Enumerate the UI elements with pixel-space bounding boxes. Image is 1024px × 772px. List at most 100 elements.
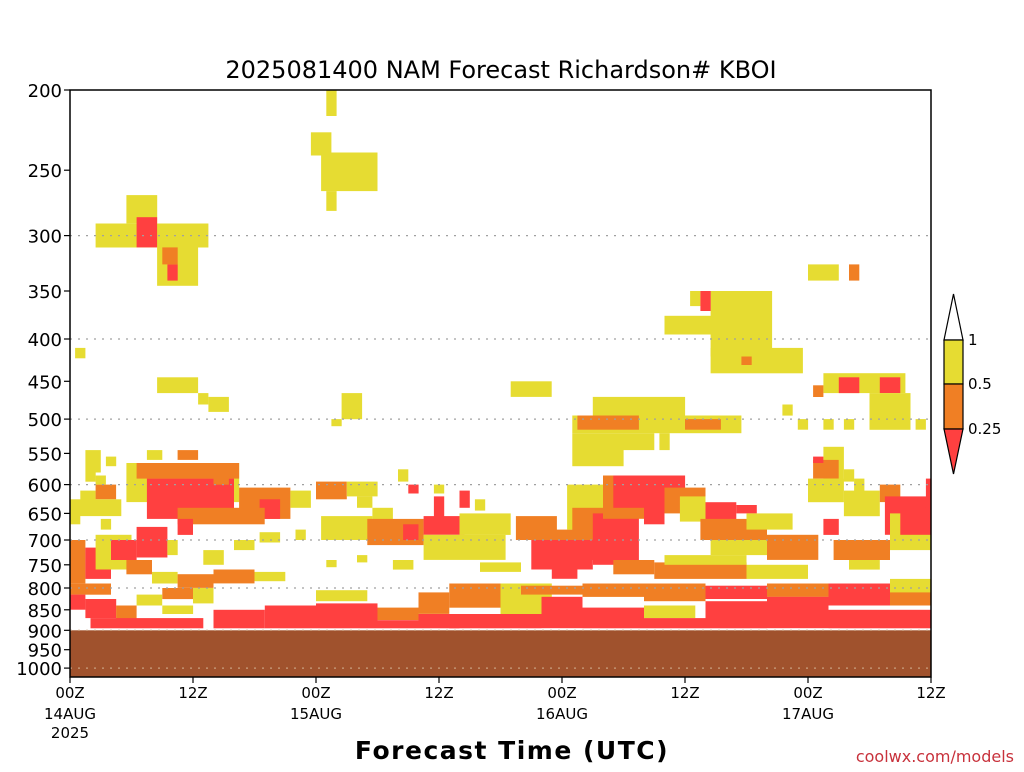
heatmap-cell xyxy=(80,490,96,503)
heatmap-cell xyxy=(90,618,152,629)
x-tick-label: 12Z xyxy=(178,684,207,702)
heatmap-cell xyxy=(254,571,286,582)
heatmap-cell xyxy=(213,609,265,629)
heatmap-cell xyxy=(162,247,178,265)
heatmap-cell xyxy=(136,526,168,558)
colorbar-label: 1 xyxy=(968,331,978,349)
heatmap-cell xyxy=(331,419,342,427)
x-tick-label: 12Z xyxy=(916,684,945,702)
x-tick-year: 2025 xyxy=(51,724,89,742)
heatmap-cell xyxy=(767,534,819,560)
heatmap-cell xyxy=(854,478,865,494)
heatmap-cell xyxy=(746,513,793,530)
plot-frame xyxy=(69,89,932,678)
colorbar-top-triangle xyxy=(943,293,964,341)
heatmap-cell xyxy=(259,532,281,543)
heatmap-cell xyxy=(664,315,716,335)
heatmap-cell xyxy=(828,609,890,629)
x-tick-date: 17AUG xyxy=(782,705,834,723)
heatmap-cell xyxy=(767,596,829,629)
y-tick-label: 1000 xyxy=(16,659,62,680)
y-tick-label: 500 xyxy=(28,410,62,431)
heatmap-cell xyxy=(890,609,931,629)
heatmap-cell xyxy=(198,393,209,405)
heatmap-cell xyxy=(808,478,844,503)
y-tick-label: 700 xyxy=(28,531,62,552)
heatmap-cell xyxy=(813,459,839,479)
heatmap-cell xyxy=(577,415,639,430)
heatmap-cell xyxy=(100,518,112,530)
heatmap-cell xyxy=(85,450,101,473)
heatmap-cell xyxy=(146,450,163,460)
heatmap-cell xyxy=(480,562,521,572)
heatmap-cell xyxy=(346,481,378,497)
heatmap-cell xyxy=(75,347,86,359)
heatmap-cell xyxy=(213,472,229,485)
heatmap-cell xyxy=(177,518,193,535)
y-tick-label: 900 xyxy=(28,621,62,642)
heatmap-cell xyxy=(341,393,363,420)
x-axis-label: Forecast Time (UTC) xyxy=(355,736,669,765)
x-tick-date: 14AUG xyxy=(44,705,96,723)
colorbar-swatch-mid xyxy=(943,383,964,430)
heatmap-cell xyxy=(208,396,229,412)
heatmap-cell xyxy=(500,614,542,629)
heatmap-cell xyxy=(869,393,911,430)
heatmap-cell xyxy=(813,456,824,463)
colorbar-label: 0.5 xyxy=(968,375,992,393)
colorbar-bottom-triangle xyxy=(943,428,964,475)
heatmap-cell xyxy=(326,560,337,568)
heatmap-cell xyxy=(408,484,419,494)
heatmap-cell xyxy=(582,540,603,560)
y-tick-label: 950 xyxy=(28,641,62,662)
y-tick-label: 600 xyxy=(28,476,62,497)
y-tick-label: 550 xyxy=(28,444,62,465)
heatmap-cell xyxy=(423,534,506,560)
colorbar-swatch-high xyxy=(943,339,964,385)
heatmap-cell xyxy=(326,191,337,211)
heatmap-cell xyxy=(177,574,214,588)
y-tick-label: 350 xyxy=(28,282,62,303)
heatmap-cell xyxy=(264,605,317,629)
heatmap-cell xyxy=(316,590,368,602)
heatmap-cell xyxy=(838,377,860,394)
heatmap-cell xyxy=(167,540,178,556)
heatmap-cell xyxy=(679,496,706,522)
y-tick-label: 400 xyxy=(28,330,62,351)
heatmap-cell xyxy=(70,583,111,595)
heatmap-cell xyxy=(541,596,583,629)
heatmap-cell xyxy=(767,583,829,597)
heatmap-cell xyxy=(152,571,178,584)
heatmap-cell xyxy=(126,560,152,575)
heatmap-cell xyxy=(813,385,824,397)
heatmap-cell xyxy=(357,496,373,508)
heatmap-cell xyxy=(659,433,670,451)
x-tick-label: 12Z xyxy=(424,684,453,702)
x-tick-date: 16AUG xyxy=(536,705,588,723)
heatmap-cell xyxy=(808,264,839,281)
y-tick-label: 200 xyxy=(28,81,62,102)
heatmap-cell xyxy=(70,594,86,610)
heatmap-cell xyxy=(193,588,214,604)
heatmap-cell xyxy=(213,569,255,584)
heatmap-cell xyxy=(234,540,255,551)
heatmap-cell xyxy=(582,607,644,629)
heatmap-cell xyxy=(433,484,445,494)
heatmap-cell xyxy=(879,377,901,394)
heatmap-cell xyxy=(644,499,665,525)
heatmap-cell xyxy=(403,524,419,540)
x-tick-label: 12Z xyxy=(670,684,699,702)
heatmap-cell xyxy=(449,614,501,629)
heatmap-cell xyxy=(116,605,137,621)
heatmap-cell xyxy=(797,419,809,430)
y-tick-label: 300 xyxy=(28,227,62,248)
chart-title: 2025081400 NAM Forecast Richardson# KBOI xyxy=(225,56,776,84)
heatmap-cell xyxy=(510,381,552,397)
heatmap-cell xyxy=(162,588,194,600)
x-tick-label: 00Z xyxy=(301,684,330,702)
heatmap-cell xyxy=(592,396,686,416)
heatmap-cell xyxy=(449,583,501,608)
heatmap-cell xyxy=(377,607,419,621)
colorbar-label: 0.25 xyxy=(968,420,1001,438)
heatmap-cell xyxy=(177,507,265,525)
